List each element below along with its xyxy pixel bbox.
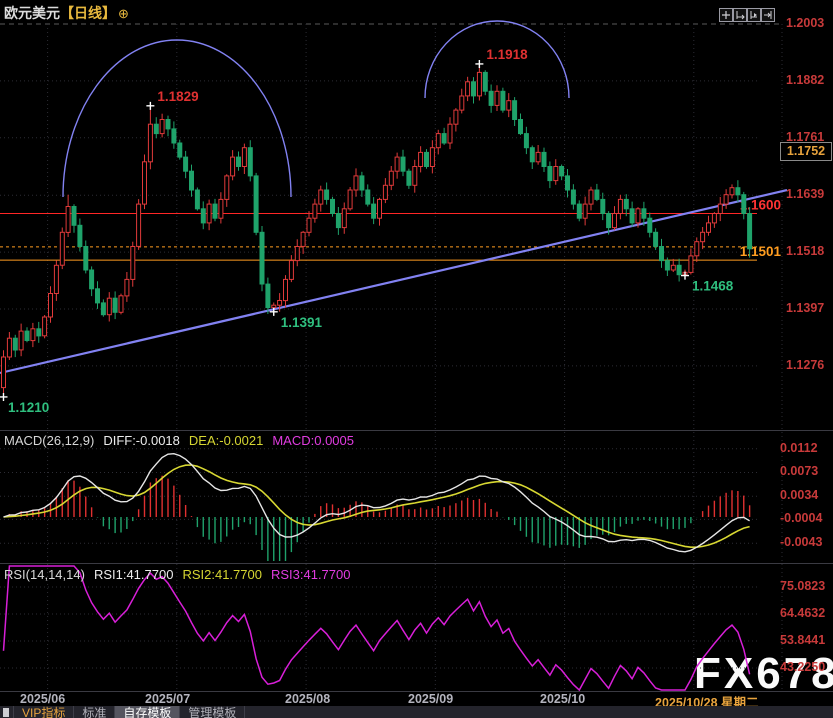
pin-icon[interactable] bbox=[0, 706, 14, 718]
rsi-axis-label: 75.0823 bbox=[780, 579, 826, 593]
svg-text:1.1918: 1.1918 bbox=[486, 47, 528, 62]
rsi-axis-label: 64.4632 bbox=[780, 606, 826, 620]
svg-text:1.1210: 1.1210 bbox=[8, 400, 49, 415]
x-axis-label: 2025/10 bbox=[540, 692, 586, 706]
chart-header: 欧元美元【日线】 ⊕ bbox=[0, 0, 833, 23]
add-overlay-icon[interactable]: ⊕ bbox=[118, 6, 129, 21]
macd-axis-label: -0.0043 bbox=[780, 535, 823, 550]
symbol-name: 欧元美元 bbox=[4, 5, 60, 21]
svg-text:1.1391: 1.1391 bbox=[281, 315, 323, 330]
price-axis-label: 1.1518 bbox=[786, 244, 825, 259]
macd-title: MACD(26,12,9) bbox=[4, 433, 95, 448]
tab-管理模板[interactable]: 管理模板 bbox=[180, 706, 246, 718]
price-axis-label: 1.1882 bbox=[786, 72, 825, 87]
crosshair-icon[interactable] bbox=[719, 8, 733, 22]
macd-axis-label: 0.0073 bbox=[780, 464, 819, 479]
price-axis-label: 1.1397 bbox=[786, 301, 825, 315]
template-tab-bar: VIP指标 标准 自存模板 管理模板 bbox=[0, 706, 833, 718]
macd-dea-value: DEA:-0.0021 bbox=[188, 433, 264, 448]
price-axis-label: 1.1639 bbox=[786, 187, 825, 202]
rsi-status-row: RSI(14,14,14) RSI1:41.7700 RSI2:41.7700 RSI… bbox=[4, 567, 359, 582]
shift-right-icon[interactable] bbox=[761, 8, 775, 22]
rsi-axis-label: 53.8441 bbox=[780, 633, 826, 647]
rsi3-value: RSI3:41.7700 bbox=[270, 567, 351, 582]
compress-x-icon[interactable] bbox=[733, 8, 747, 22]
svg-text:1.1829: 1.1829 bbox=[157, 89, 198, 104]
x-axis-label: 2025/07 bbox=[145, 692, 191, 706]
period-label: 【日线】 bbox=[60, 5, 116, 21]
macd-diff-value: DIFF:-0.0018 bbox=[103, 433, 180, 448]
x-axis-label: 2025/06 bbox=[20, 692, 66, 706]
price-axis-label: 1.1761 bbox=[786, 129, 825, 144]
rsi1-value: RSI1:41.7700 bbox=[93, 567, 174, 582]
svg-text:1.1501: 1.1501 bbox=[740, 244, 782, 259]
price-alert-box: 1.1752 bbox=[780, 142, 832, 161]
rsi2-value: RSI2:41.7700 bbox=[182, 567, 262, 582]
tab-VIP指标[interactable]: VIP指标 bbox=[14, 706, 75, 718]
rsi-axis-label: 43.2250 bbox=[780, 660, 826, 674]
chart-title: 欧元美元【日线】 ⊕ bbox=[4, 3, 129, 23]
tab-标准[interactable]: 标准 bbox=[74, 706, 116, 718]
macd-axis-label: 0.0034 bbox=[780, 488, 819, 503]
macd-axis-label: 0.0112 bbox=[780, 440, 818, 455]
watermark: FX678 bbox=[694, 649, 833, 698]
macd-macd-value: MACD:0.0005 bbox=[272, 433, 354, 448]
tab-自存模板[interactable]: 自存模板 bbox=[115, 706, 181, 718]
rsi-title: RSI(14,14,14) bbox=[4, 567, 85, 582]
x-axis-label: 2025/09 bbox=[408, 692, 454, 706]
macd-status-row: MACD(26,12,9) DIFF:-0.0018 DEA:-0.0021 MACD… bbox=[4, 433, 363, 448]
price-axis-label: 1.2003 bbox=[786, 16, 825, 30]
price-axis-label: 1.1276 bbox=[786, 357, 825, 372]
x-axis-label: 2025/08 bbox=[285, 692, 331, 706]
macd-axis-label: -0.0004 bbox=[780, 511, 823, 526]
svg-text:1.1468: 1.1468 bbox=[692, 279, 734, 294]
expand-x-icon[interactable] bbox=[747, 8, 761, 22]
